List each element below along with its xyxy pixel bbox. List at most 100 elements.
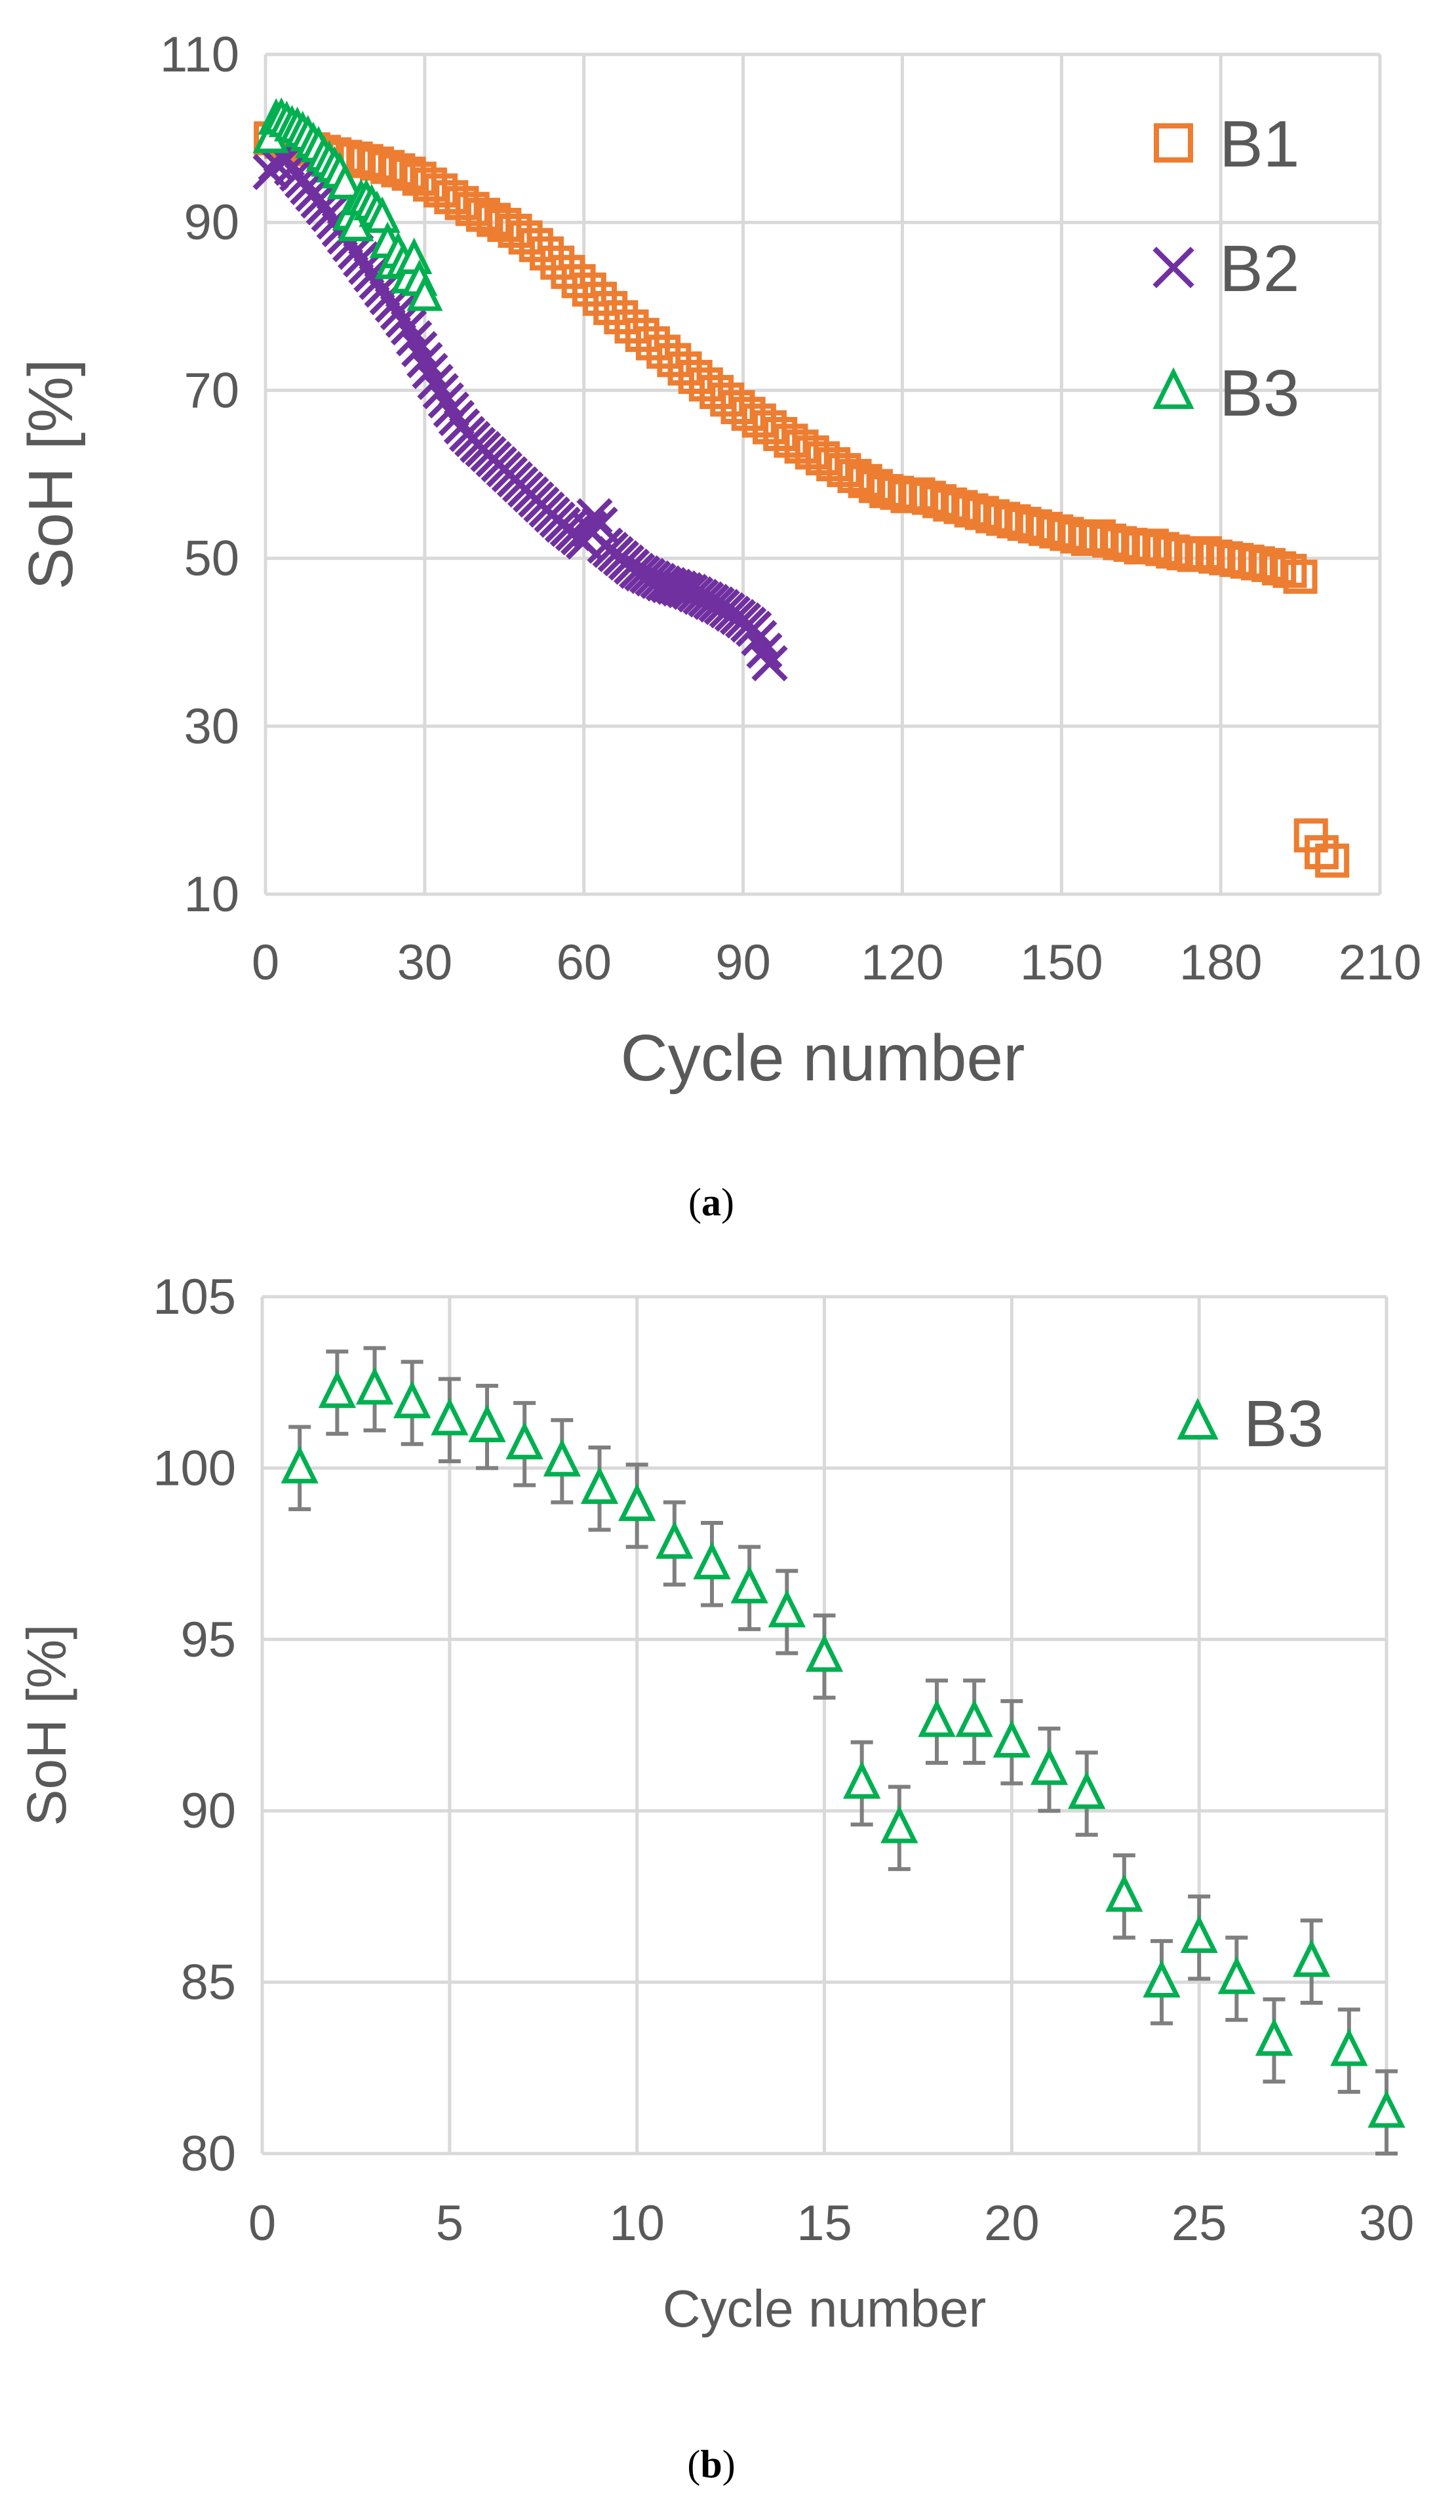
point-b3-15	[843, 1761, 881, 1799]
x-tick-label-6: 30	[1359, 2195, 1415, 2251]
y-tick-label-0: 10	[184, 867, 239, 922]
y-axis-title: SoH [%]	[16, 359, 86, 589]
legend: B3	[1177, 1387, 1324, 1461]
point-b3-3	[393, 1380, 431, 1419]
point-b1-20	[465, 197, 500, 232]
point-b1-88	[1187, 536, 1222, 570]
point-b1-26	[530, 236, 564, 271]
point-b1-94	[1251, 547, 1286, 582]
x-tick-label-4: 120	[861, 935, 944, 991]
x-tick-label-7: 210	[1339, 935, 1422, 991]
x-tick-label-0: 0	[252, 935, 279, 991]
point-b3-17	[918, 1699, 956, 1737]
y-tick-label-1: 30	[184, 699, 239, 755]
point-b2-32	[422, 373, 459, 410]
point-b1-65	[943, 490, 978, 524]
point-b3-22	[1105, 1874, 1143, 1912]
y-tick-label-1: 85	[180, 1955, 236, 2011]
point-b2-33	[427, 382, 464, 419]
point-b3-10	[656, 1521, 694, 1559]
point-b1-52	[806, 441, 840, 476]
x-axis-title: Cycle number	[621, 1021, 1025, 1095]
point-b3-6	[505, 1421, 543, 1460]
point-b3-28	[1330, 2028, 1368, 2066]
series-b3	[252, 97, 443, 311]
point-b2-91	[736, 610, 772, 647]
y-tick-label-5: 105	[153, 1269, 236, 1325]
point-b1-18	[444, 186, 479, 220]
x-tick-label-2: 10	[609, 2195, 665, 2251]
legend-marker-b1	[1154, 123, 1193, 163]
point-b3-27	[1293, 1939, 1331, 1977]
point-b1-11	[370, 149, 405, 184]
point-b3-14	[805, 1634, 844, 1672]
point-b3-1	[318, 1370, 356, 1408]
point-b1-56	[848, 463, 882, 498]
x-tick-label-0: 0	[248, 2195, 276, 2251]
point-b1-32	[593, 290, 628, 325]
point-b3-21	[364, 196, 401, 233]
y-tick-label-2: 90	[180, 1783, 236, 1839]
series-b1	[254, 121, 1350, 878]
y-tick-label-4: 90	[184, 195, 239, 250]
point-b3-9	[618, 1483, 656, 1522]
point-b1-28	[551, 254, 585, 289]
point-b1-97	[1283, 559, 1318, 594]
point-b1-12	[381, 153, 416, 187]
point-b1-29	[561, 264, 596, 298]
legend-marker-b3	[1177, 1398, 1219, 1440]
point-b3-16	[880, 1805, 918, 1843]
point-b3-14	[326, 163, 364, 200]
point-b1-50	[784, 429, 819, 464]
y-tick-label-5: 110	[160, 27, 239, 83]
point-b1-83	[1134, 528, 1169, 563]
point-b3-29	[1367, 2089, 1406, 2128]
x-tick-label-1: 30	[397, 935, 453, 991]
legend-marker-b3	[1152, 367, 1194, 409]
y-tick-label-3: 95	[180, 1612, 236, 1668]
point-b3-26	[1255, 2018, 1293, 2056]
point-b1-59	[880, 475, 915, 510]
point-b3-11	[693, 1541, 731, 1580]
legend-marker-b2	[1152, 246, 1194, 288]
legend: B1 B2 B3	[1152, 108, 1299, 430]
y-axis-title: SoH [%]	[16, 1624, 77, 1826]
point-b3-0	[281, 1446, 319, 1484]
x-tick-label-3: 15	[797, 2195, 852, 2251]
point-b1-14	[402, 161, 437, 196]
caption-b-label: b	[700, 2443, 722, 2486]
point-b1-13	[391, 156, 426, 191]
point-b3-19	[993, 1720, 1031, 1758]
point-b1-67	[964, 496, 999, 530]
point-b1-30	[572, 272, 606, 307]
chart-panel-b: 0 5 10 15 20 25 30 80 85 90 95 100 105 Cycle number So…	[16, 1269, 1414, 2338]
x-tick-label-6: 180	[1179, 935, 1263, 991]
point-b1-17	[434, 180, 469, 214]
y-tick-label-0: 80	[180, 2126, 236, 2182]
point-b1-21	[477, 203, 511, 237]
y-tick-label-3: 70	[184, 363, 239, 418]
point-b1-57	[858, 469, 893, 503]
chart-panel-a: 0 30 60 90 120 150 180 210 10 30 50 70 90 110 Cycle nu…	[16, 27, 1421, 1095]
caption-b: (b)	[687, 2443, 736, 2486]
x-tick-label-4: 20	[984, 2195, 1040, 2251]
point-b3-5	[468, 1404, 506, 1443]
point-b1-33	[604, 300, 639, 334]
x-tick-label-1: 5	[436, 2195, 463, 2251]
point-b1-55	[837, 459, 872, 494]
point-b1-31	[583, 281, 617, 316]
point-b3-20	[1030, 1747, 1069, 1785]
point-b1-53	[816, 447, 851, 482]
point-b1-27	[540, 245, 575, 280]
point-b1-25	[519, 227, 553, 262]
x-tick-label-2: 60	[556, 935, 612, 991]
y-tick-label-4: 100	[153, 1440, 236, 1496]
point-b3-8	[580, 1466, 619, 1505]
point-b3-7	[543, 1438, 581, 1477]
point-b3-18	[955, 1699, 993, 1737]
point-b3-2	[355, 1366, 394, 1405]
point-b3-13	[768, 1589, 806, 1628]
point-b3-29	[406, 274, 443, 311]
y-tick-label-2: 50	[184, 531, 239, 587]
